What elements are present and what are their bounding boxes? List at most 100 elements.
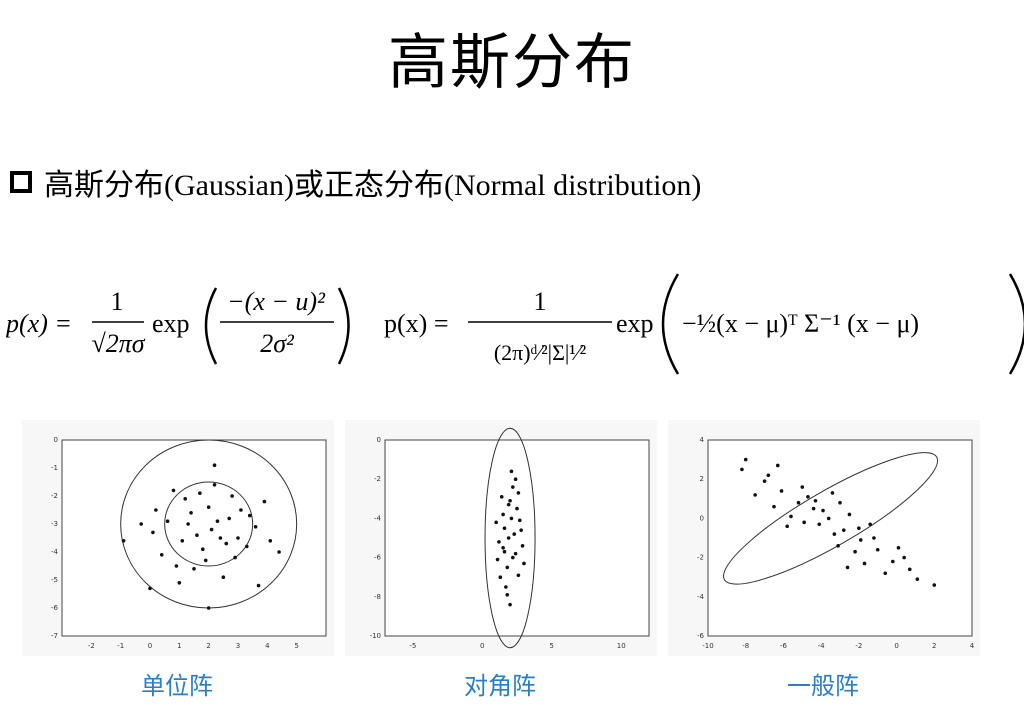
scatter-point bbox=[766, 473, 771, 478]
scatter-point bbox=[186, 522, 190, 526]
x-tick-label: 5 bbox=[550, 642, 554, 650]
scatter-plot-identity: -2 -1 0 1 2 3 4 5 0 -1 -2 -3 -4 -5 -6 -7 bbox=[22, 420, 334, 656]
scatter-point bbox=[875, 547, 880, 552]
scatter-point bbox=[796, 500, 801, 505]
scatter-point bbox=[502, 549, 507, 554]
scatter-point bbox=[847, 512, 852, 517]
scatter-point bbox=[800, 485, 805, 489]
scatter-point bbox=[268, 539, 273, 543]
x-tick-label: -2 bbox=[855, 642, 862, 650]
scatter-point bbox=[256, 583, 261, 588]
y-tick-label: -6 bbox=[51, 604, 59, 612]
scatter-point bbox=[811, 506, 816, 511]
scatter-point bbox=[907, 567, 912, 572]
scatter-point bbox=[139, 522, 143, 526]
scatter-point bbox=[221, 575, 226, 579]
multivariate-gaussian-formula: p(x) = 1 (2π)ᵈ⁄²|Σ|¹⁄² exp −½(x − μ)ᵀ Σ⁻… bbox=[384, 273, 1024, 375]
x-tick-label: 5 bbox=[294, 642, 298, 650]
scatter-point bbox=[506, 502, 511, 507]
square-bullet-icon bbox=[10, 171, 32, 193]
scatter-point bbox=[501, 546, 505, 550]
scatter-point bbox=[841, 528, 846, 532]
y-tick-label: -10 bbox=[370, 632, 381, 640]
x-tick-label: 0 bbox=[480, 642, 484, 650]
x-tick-label: 4 bbox=[265, 642, 270, 650]
scatter-point bbox=[896, 546, 901, 550]
x-tick-label: -1 bbox=[117, 642, 124, 650]
scatter-point bbox=[915, 577, 920, 581]
x-tick-label: -4 bbox=[818, 642, 826, 650]
formula2-lhs: p(x) = bbox=[384, 309, 448, 338]
formula2-denominator: (2π)ᵈ⁄²|Σ|¹⁄² bbox=[494, 340, 587, 365]
contour-ellipse bbox=[164, 481, 254, 567]
scatter-point bbox=[203, 558, 208, 563]
scatter-point bbox=[515, 506, 519, 511]
scatter-point bbox=[891, 559, 895, 564]
scatter-point bbox=[174, 564, 179, 568]
scatter-point bbox=[821, 508, 825, 513]
scatter-point bbox=[868, 522, 872, 527]
scatter-point bbox=[154, 508, 158, 512]
plot-frame bbox=[707, 439, 973, 637]
scatter-point bbox=[845, 565, 850, 570]
y-tick-label: -4 bbox=[374, 514, 382, 522]
scatter-point bbox=[212, 463, 217, 467]
scatter-point bbox=[516, 573, 521, 578]
y-tick-label: 2 bbox=[700, 475, 704, 483]
y-tick-label: -6 bbox=[697, 632, 705, 640]
scatter-point bbox=[245, 544, 249, 549]
page-title: 高斯分布 bbox=[388, 28, 636, 98]
scatter-point bbox=[830, 491, 835, 495]
scatter-point bbox=[785, 524, 789, 529]
x-tick-label: -2 bbox=[88, 642, 95, 650]
scatter-point bbox=[497, 540, 501, 544]
caption-diagonal: 对角阵 bbox=[464, 672, 536, 700]
scatter-point bbox=[171, 488, 176, 493]
scatter-plot-general: -10 -8 -6 -4 -2 0 2 4 4 2 0 -2 -4 -6 bbox=[668, 420, 980, 656]
scatter-point bbox=[504, 585, 508, 589]
x-tick-label: 3 bbox=[236, 642, 240, 650]
scatter-point bbox=[932, 583, 937, 587]
scatter-point bbox=[832, 532, 837, 536]
scatter-point bbox=[218, 536, 223, 540]
scatter-point bbox=[858, 538, 863, 542]
scatter-point bbox=[277, 550, 281, 554]
caption-identity: 单位阵 bbox=[141, 672, 213, 700]
y-tick-label: -1 bbox=[51, 464, 58, 472]
scatter-point bbox=[253, 525, 258, 529]
scatter-point bbox=[495, 557, 500, 562]
x-tick-label: 2 bbox=[932, 642, 936, 650]
scatter-point bbox=[198, 491, 202, 495]
scatter-point bbox=[201, 547, 205, 551]
scatter-point bbox=[779, 489, 784, 493]
scatter-point bbox=[853, 549, 857, 554]
scatter-point bbox=[838, 500, 842, 505]
caption-general: 一般阵 bbox=[787, 672, 859, 700]
formula1-inner-denominator: 2σ² bbox=[260, 329, 295, 358]
scatter-point bbox=[236, 536, 240, 540]
formula1-numerator: 1 bbox=[111, 287, 124, 316]
y-tick-label: -2 bbox=[51, 492, 58, 500]
scatter-point bbox=[519, 528, 523, 532]
scatter-plot-diagonal: -5 0 5 10 0 -2 -4 -6 -8 -10 bbox=[345, 420, 657, 656]
scatter-point bbox=[511, 485, 515, 489]
scatter-point bbox=[501, 512, 505, 517]
contour-ellipse bbox=[723, 452, 939, 585]
x-tick-label: 0 bbox=[148, 642, 152, 650]
scatter-point bbox=[183, 497, 187, 501]
scatter-point bbox=[872, 536, 876, 540]
formula2-exp: exp bbox=[616, 309, 654, 338]
plot-frame bbox=[61, 439, 327, 637]
y-tick-label: -7 bbox=[51, 632, 58, 640]
scatter-point bbox=[262, 499, 267, 504]
scatter-point bbox=[206, 606, 211, 610]
scatter-point bbox=[508, 602, 512, 607]
scatter-point bbox=[209, 527, 214, 532]
y-tick-label: -4 bbox=[51, 548, 59, 556]
scatter-point bbox=[743, 457, 748, 462]
scatter-point bbox=[511, 555, 515, 560]
formula1-lhs: p(x) = bbox=[6, 309, 72, 338]
scatter-point bbox=[513, 477, 518, 481]
scatter-point bbox=[883, 571, 888, 576]
scatter-point bbox=[836, 544, 840, 548]
